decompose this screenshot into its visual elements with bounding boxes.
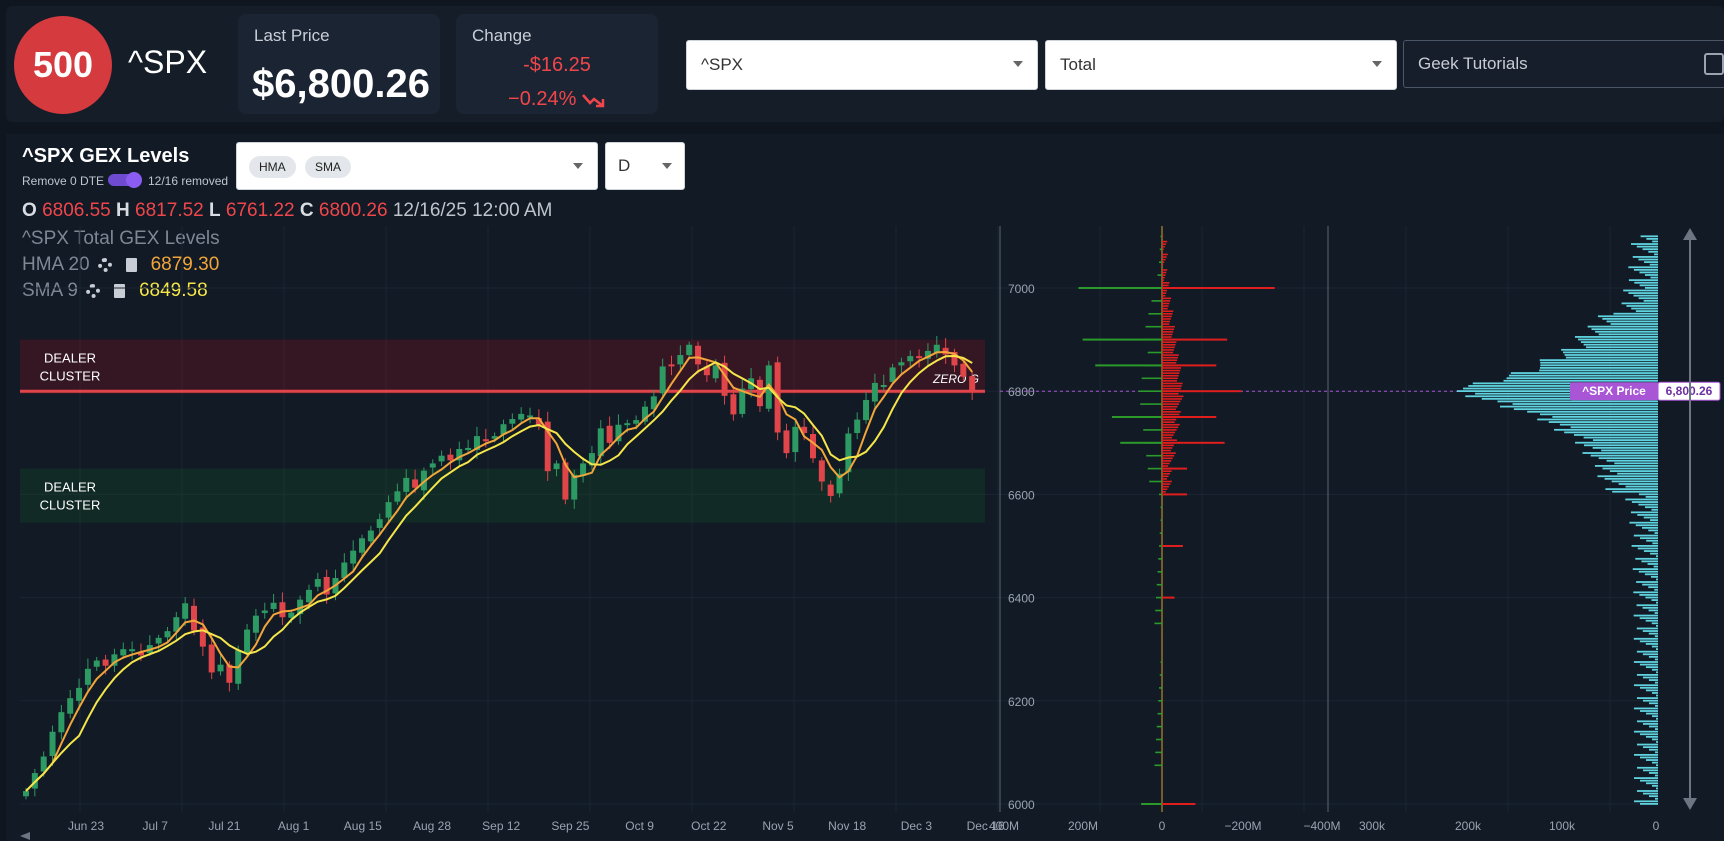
list-icon[interactable] [1704, 53, 1724, 75]
change-card: Change -$16.25 −0.24% [456, 14, 658, 114]
last-price-card: Last Price $6,800.26 [238, 14, 440, 114]
change-percent-text: −0.24% [508, 88, 577, 110]
gex-panel [6, 134, 1724, 841]
high-label: H [116, 200, 130, 221]
symbol-select[interactable]: ^SPX [686, 40, 1038, 90]
close-label: C [299, 200, 314, 221]
hma-value: 6879.30 [150, 254, 220, 275]
trash-icon[interactable] [113, 283, 125, 298]
open-value: 6806.55 [42, 200, 111, 221]
chip-sma[interactable]: SMA [305, 156, 352, 178]
gear-icon[interactable] [97, 257, 112, 272]
panel-title: ^SPX GEX Levels [22, 145, 190, 167]
gex-type-select-value: Total [1060, 55, 1096, 74]
interval-select[interactable]: D [605, 142, 685, 190]
low-value: 6761.22 [225, 200, 295, 221]
change-percent: −0.24% [456, 88, 658, 111]
open-label: O [22, 200, 37, 221]
symbol-select-value: ^SPX [701, 55, 743, 74]
hma-legend: HMA 20 6879.30 [22, 254, 219, 276]
indicator-select[interactable]: HMA SMA [236, 142, 598, 190]
low-label: L [209, 200, 221, 221]
chip-hma[interactable]: HMA [249, 156, 296, 178]
high-value: 6817.52 [135, 200, 204, 221]
ohlc-readout: O 6806.55 H 6817.52 L 6761.22 C 6800.26 … [22, 200, 552, 222]
chevron-down-icon [573, 163, 583, 169]
trend-down-icon [582, 93, 605, 107]
chevron-down-icon [1013, 61, 1023, 67]
ticker-symbol: ^SPX [128, 44, 208, 80]
close-value: 6800.26 [318, 200, 388, 221]
toggle-knob [126, 172, 142, 188]
interval-value: D [618, 156, 631, 175]
series-legend: ^SPX Total GEX Levels [22, 228, 220, 249]
tutorials-select[interactable]: Geek Tutorials [1403, 40, 1724, 88]
change-label: Change [472, 26, 532, 45]
sma-value: 6849.58 [138, 280, 208, 301]
remove-0dte-toggle[interactable] [108, 172, 142, 188]
ticker-badge: 500 [14, 16, 112, 114]
change-absolute: -$16.25 [523, 54, 591, 76]
hma-period: 20 [68, 254, 90, 275]
sma-legend: SMA 9 6849.58 [22, 280, 208, 302]
last-price-value: $6,800.26 [252, 62, 430, 106]
sma-label: SMA [22, 280, 63, 301]
chevron-down-icon [662, 163, 672, 169]
remove-0dte-label: Remove 0 DTE [22, 174, 105, 188]
gear-icon[interactable] [85, 283, 100, 298]
bar-datetime: 12/16/25 12:00 AM [392, 200, 553, 221]
removed-date-label: 12/16 removed [148, 174, 229, 188]
gex-type-select[interactable]: Total [1045, 40, 1397, 90]
tutorials-label: Geek Tutorials [1418, 54, 1528, 73]
sma-period: 9 [67, 280, 78, 301]
hma-label: HMA [22, 254, 64, 275]
last-price-label: Last Price [254, 26, 330, 45]
chevron-down-icon [1372, 61, 1382, 67]
trash-icon[interactable] [125, 257, 137, 272]
